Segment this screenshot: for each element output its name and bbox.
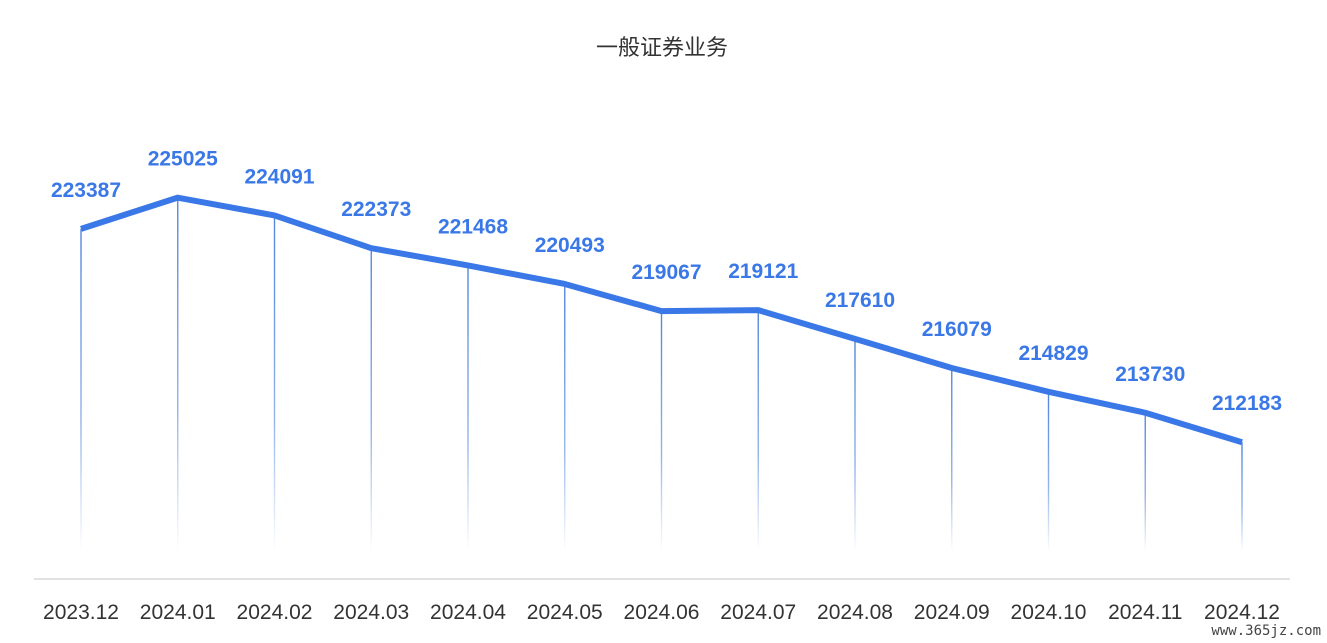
data-label: 217610: [825, 289, 895, 312]
drop-line: [951, 368, 953, 552]
drop-line: [564, 283, 566, 552]
drop-line: [1144, 412, 1146, 552]
series-line-layer: [80, 194, 1243, 446]
data-label: 225025: [148, 148, 218, 171]
x-tick-label: 2024.02: [237, 601, 313, 624]
data-label: 216079: [922, 318, 992, 341]
drop-line: [660, 311, 663, 552]
drop-lines: [80, 197, 1243, 552]
drop-line: [854, 338, 856, 552]
data-label: 222373: [341, 198, 411, 221]
data-label: 213730: [1115, 363, 1185, 386]
data-labels: 223387 225025 224091 222373 221468 220493 2190…: [51, 148, 1282, 416]
drop-line: [273, 215, 276, 552]
x-tick-label: 2024.09: [914, 601, 990, 624]
data-label: 221468: [438, 215, 508, 238]
x-tick-label: 2024.12: [1204, 601, 1280, 624]
x-tick-label: 2024.07: [720, 601, 796, 624]
drop-line: [177, 197, 179, 552]
data-label: 220493: [535, 234, 605, 257]
x-tick-label: 2024.06: [624, 601, 700, 624]
x-tick-label: 2023.12: [43, 601, 119, 624]
drop-line: [467, 265, 469, 552]
data-label: 224091: [244, 165, 314, 188]
watermark: www.365jz.com: [1211, 623, 1321, 639]
x-tick-label: 2024.10: [1011, 601, 1087, 624]
x-tick-label: 2024.04: [430, 601, 506, 624]
chart-title: 一般证券业务: [596, 36, 728, 61]
x-tick-labels: 2023.12 2024.01 2024.02 2024.03 2024.04 2024.…: [43, 601, 1280, 624]
x-tick-label: 2024.05: [527, 601, 603, 624]
data-label: 219121: [728, 260, 798, 283]
data-label: 214829: [1018, 342, 1088, 365]
x-tick-label: 2024.08: [817, 601, 893, 624]
drop-line: [1241, 442, 1243, 552]
x-tick-label: 2024.03: [333, 601, 409, 624]
data-label: 223387: [51, 179, 121, 202]
x-tick-label: 2024.11: [1108, 601, 1182, 624]
x-tick-label: 2024.01: [140, 601, 216, 624]
series-line: [80, 194, 1243, 446]
data-label: 219067: [631, 261, 701, 284]
drop-line: [1047, 391, 1050, 552]
drop-line: [80, 228, 82, 552]
drop-line: [757, 310, 759, 552]
data-label: 212183: [1212, 392, 1282, 415]
drop-line: [370, 248, 372, 552]
